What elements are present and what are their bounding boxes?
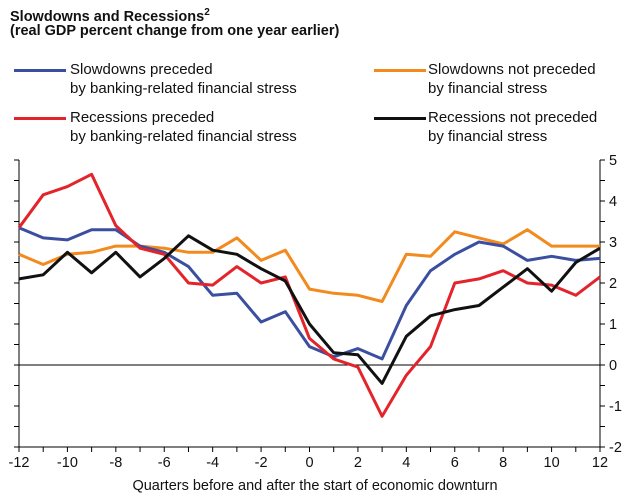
x-tick-label: 2 [354, 455, 362, 471]
y-tick-label: -1 [609, 399, 622, 415]
x-tick-label: 4 [402, 455, 410, 471]
series-line-0 [18, 226, 601, 361]
x-tick-label: 0 [305, 455, 313, 471]
y-tick-label: 0 [609, 358, 617, 374]
x-tick-label: 10 [544, 455, 560, 471]
x-tick-label: -2 [255, 455, 268, 471]
legend-label-slowdowns-no-stress: Slowdowns not preceded by financial stre… [428, 61, 596, 97]
series-line-1 [18, 228, 600, 303]
x-tick-label: -4 [206, 455, 219, 471]
y-tick-label: 5 [609, 153, 617, 169]
y-tick-label: -2 [609, 440, 622, 456]
x-tick-label: 6 [451, 455, 459, 471]
legend-label-recessions-no-stress: Recessions not preceded by financial str… [428, 109, 598, 145]
series-line-3 [18, 234, 601, 385]
x-tick-label: 12 [592, 455, 608, 471]
series-line-2 [17, 172, 601, 418]
y-tick-label: 4 [609, 194, 617, 210]
legend-label-slowdowns-banking: Slowdowns preceded by banking-related fi… [70, 61, 297, 97]
y-tick-label: 2 [609, 276, 617, 292]
y-tick-label: 1 [609, 317, 617, 333]
legend-swatch-red [14, 117, 66, 120]
x-tick-label: -6 [158, 455, 171, 471]
legend-label-recessions-banking: Recessions preceded by banking-related f… [70, 109, 297, 145]
x-axis-label: Quarters before and after the start of e… [132, 478, 498, 494]
title-footnote-marker: 2 [204, 7, 210, 18]
x-tick-label: -8 [109, 455, 122, 471]
x-tick-label: -12 [9, 455, 30, 471]
chart-subtitle: (real GDP percent change from one year e… [10, 23, 340, 39]
legend-swatch-orange [374, 69, 426, 72]
y-tick-label: 3 [609, 235, 617, 251]
legend-swatch-black [374, 117, 426, 120]
chart-title: Slowdowns and Recessions2 [10, 7, 210, 25]
x-tick-label: -10 [57, 455, 78, 471]
x-tick-label: 8 [499, 455, 507, 471]
legend-swatch-blue [14, 69, 66, 72]
